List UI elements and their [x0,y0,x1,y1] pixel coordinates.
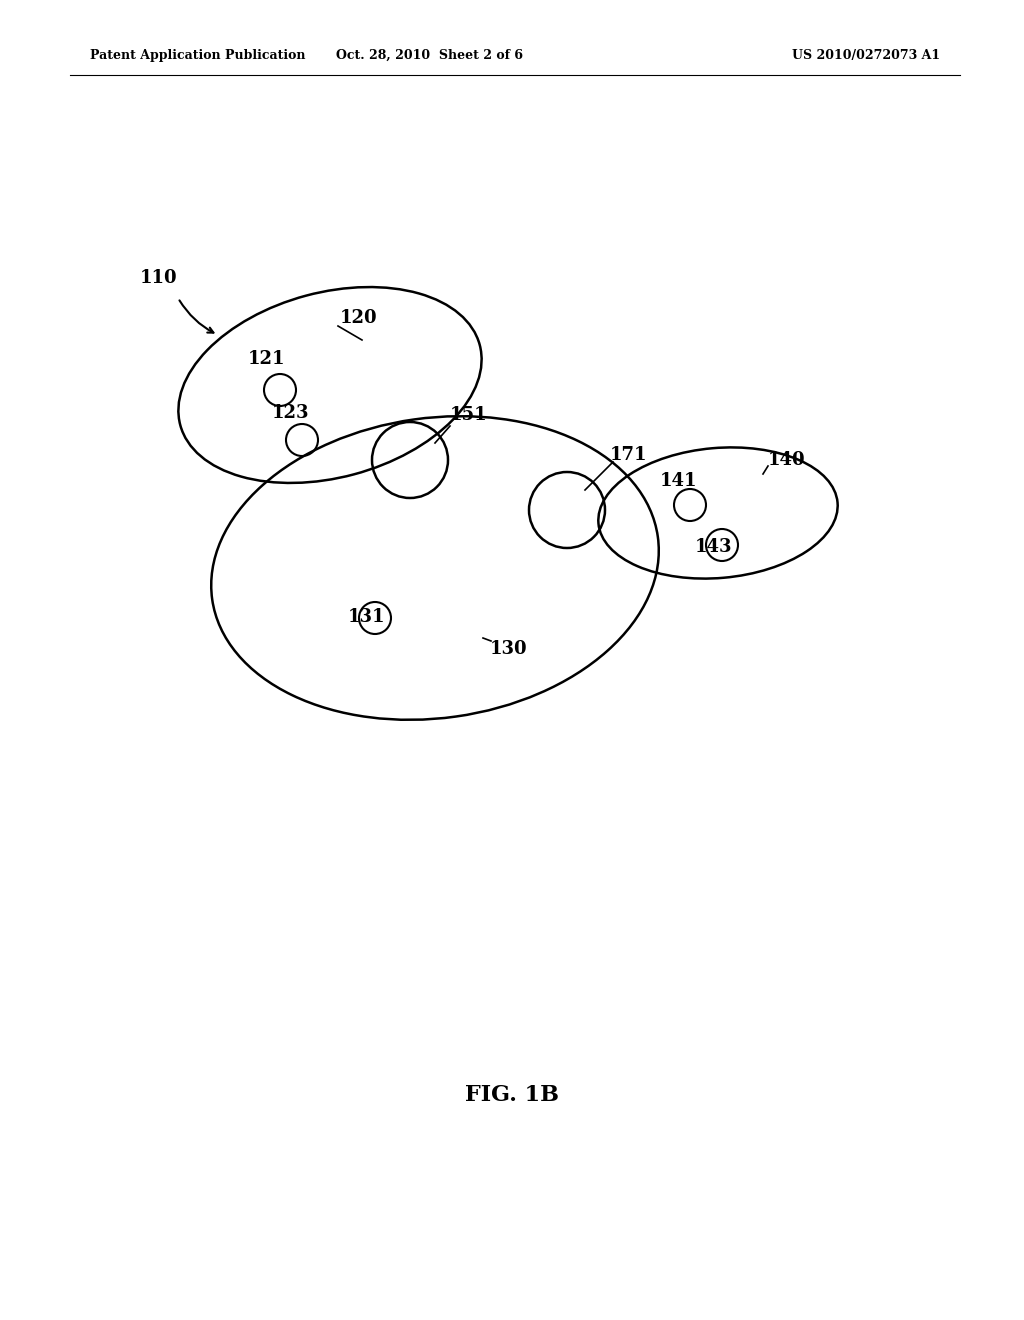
Text: 120: 120 [340,309,378,327]
Text: 143: 143 [695,539,732,556]
Text: Oct. 28, 2010  Sheet 2 of 6: Oct. 28, 2010 Sheet 2 of 6 [337,49,523,62]
Text: 123: 123 [272,404,309,422]
Text: 130: 130 [490,640,527,657]
Text: US 2010/0272073 A1: US 2010/0272073 A1 [792,49,940,62]
Text: 110: 110 [140,269,177,286]
Text: 121: 121 [248,350,286,368]
Text: 151: 151 [450,407,487,424]
Text: Patent Application Publication: Patent Application Publication [90,49,305,62]
Text: 171: 171 [610,446,647,465]
Text: 131: 131 [348,609,385,626]
Text: 140: 140 [768,451,806,469]
Text: 141: 141 [660,473,697,490]
Text: FIG. 1B: FIG. 1B [465,1084,559,1106]
